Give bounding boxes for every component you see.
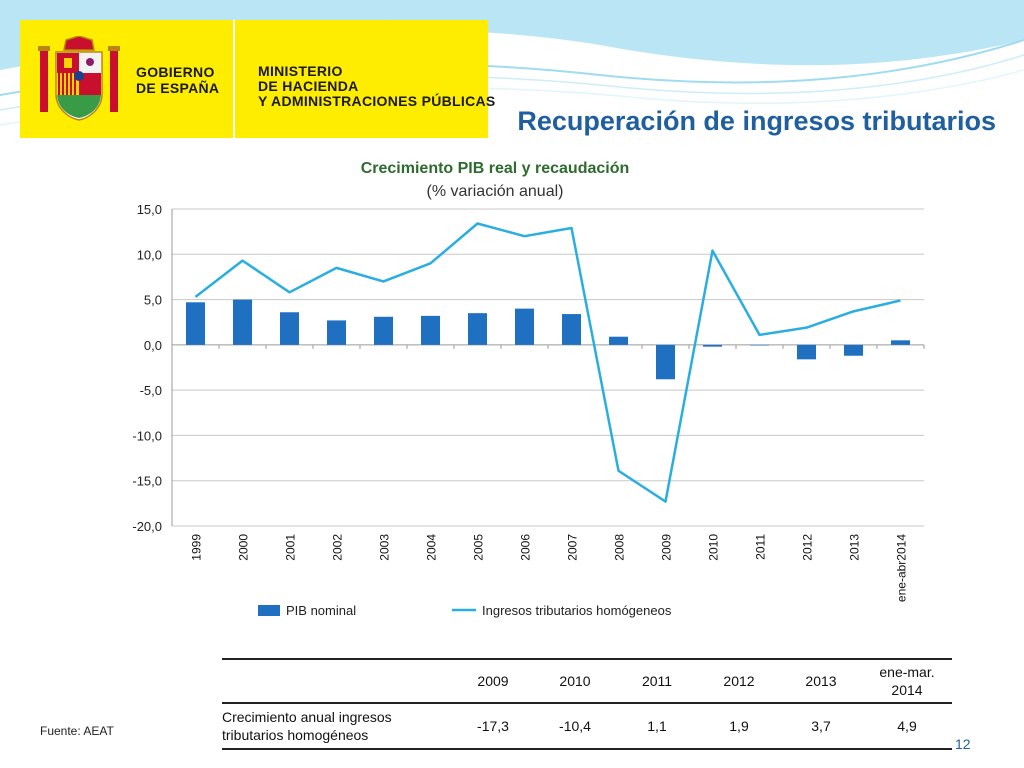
ministry-name: MINISTERIO DE HACIENDA Y ADMINISTRACIONE… [258,64,496,109]
x-tick-label: 2001 [284,534,298,561]
table-cell: 3,7 [780,703,862,750]
table-header-cell: 2013 [780,659,862,704]
source-note: Fuente: AEAT [40,724,114,738]
ministry-line-1: MINISTERIO [258,63,343,79]
y-tick-label: 10,0 [137,247,162,262]
table-header-cell-last: ene-mar. 2014 [862,659,952,704]
table-corner [222,659,452,704]
x-tick-label: 2010 [707,534,721,561]
y-tick-label: -15,0 [132,474,162,489]
x-tick-label: 2006 [519,534,533,561]
table-header-cell: 2009 [452,659,534,704]
table-cell: 1,9 [698,703,780,750]
y-tick-label: -10,0 [132,428,162,443]
table-header-last-line-1: ene-mar. [879,664,935,680]
bar-pib-nominal [891,340,910,345]
x-tick-label: 2012 [801,534,815,561]
page-number: 12 [955,736,971,752]
y-tick-label: 0,0 [144,338,162,353]
bar-pib-nominal [797,344,816,360]
bar-pib-nominal [609,336,628,345]
government-logo: GOBIERNO DE ESPAÑA MINISTERIO DE HACIEND… [20,20,495,138]
table-header-cell: 2011 [616,659,698,704]
legend-swatch-pib-nominal [258,605,280,616]
bar-pib-nominal [280,312,299,345]
bar-pib-nominal [374,316,393,345]
y-tick-label: -20,0 [132,519,162,534]
table-cell: -10,4 [534,703,616,750]
line-ingresos-tributarios [194,222,901,503]
bar-pib-nominal [562,314,581,345]
bar-pib-nominal [750,344,769,346]
table-header-cell: 2012 [698,659,780,704]
x-tick-label: 2009 [660,534,674,561]
table-cell: 1,1 [616,703,698,750]
legend-label-ingresos: Ingresos tributarios homógeneos [482,603,672,618]
bar-pib-nominal [703,344,722,347]
x-tick-label: 2002 [331,534,345,561]
bar-pib-nominal [656,344,675,380]
table-cell: 4,9 [862,703,952,750]
bar-pib-nominal [844,344,863,356]
chart-subtitle: (% variación anual) [426,183,564,200]
row-label-line-2: tributarios homogéneos [222,727,369,743]
bar-pib-nominal [233,299,252,345]
tax-revenue-table: 2009 2010 2011 2012 2013 ene-mar. 2014 C… [222,658,952,750]
y-tick-label: 5,0 [144,293,162,308]
x-tick-label: 2000 [237,534,251,561]
table-row-label: Crecimiento anual ingresos tributarios h… [222,703,452,750]
bar-pib-nominal [468,313,487,345]
x-tick-label: 2013 [848,534,862,561]
table-row: Crecimiento anual ingresos tributarios h… [222,703,952,750]
gov-line-2: DE ESPAÑA [136,80,220,96]
ministry-line-3: Y ADMINISTRACIONES PÚBLICAS [258,93,496,109]
x-tick-label: 1999 [190,534,204,561]
x-tick-label: 2007 [566,534,580,561]
x-tick-label: 2008 [613,534,627,561]
table-header-last-line-2: 2014 [891,682,923,698]
ministry-line-2: DE HACIENDA [258,78,359,94]
row-label-line-1: Crecimiento anual ingresos [222,709,392,725]
y-tick-label: 15,0 [137,202,162,217]
spain-coat-of-arms-icon [38,36,120,121]
table-cell: -17,3 [452,703,534,750]
bar-pib-nominal [327,320,346,345]
bar-pib-nominal [186,302,205,345]
gov-line-1: GOBIERNO [136,64,215,80]
x-tick-label: 2011 [754,534,768,560]
government-name: GOBIERNO DE ESPAÑA [136,64,219,96]
logo-divider [233,20,235,138]
table-header-row: 2009 2010 2011 2012 2013 ene-mar. 2014 [222,659,952,704]
x-tick-label: 2003 [378,534,392,561]
legend-label-pib-nominal: PIB nominal [286,603,356,618]
growth-chart: 15,0 10,0 5,0 0,0 -5,0 -10,0 -15,0 -20,0 1999 200… [132,202,925,618]
y-tick-label: -5,0 [140,383,162,398]
x-tick-label: 2004 [425,534,439,561]
bar-pib-nominal [421,315,440,345]
slide-title: Recuperación de ingresos tributarios [517,106,996,136]
x-tick-label: 2005 [472,534,486,561]
bar-pib-nominal [515,308,534,345]
table-header-cell: 2010 [534,659,616,704]
chart-title: Crecimiento PIB real y recaudación [360,160,630,177]
x-tick-label: ene-abr2014 [895,534,909,602]
